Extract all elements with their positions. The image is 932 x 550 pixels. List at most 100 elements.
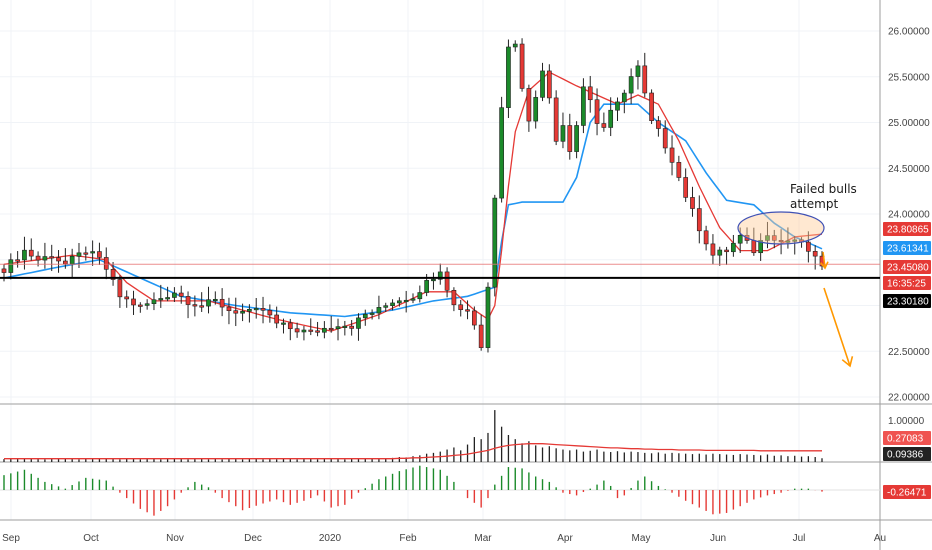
candle	[601, 112, 607, 132]
candle	[287, 318, 293, 341]
candle-body	[308, 329, 314, 332]
candle	[219, 288, 225, 317]
candle-body	[131, 298, 136, 306]
candle	[478, 314, 484, 351]
candle-body	[247, 308, 252, 312]
price-badge: 23.30180	[883, 294, 931, 308]
candle-body	[676, 162, 682, 178]
value-badges: 23.80865 23.61341 23.45080 16:35:25 23.30180…	[883, 222, 931, 499]
candle	[628, 68, 634, 105]
svg-text:-0.26471: -0.26471	[887, 488, 927, 499]
candle-body	[158, 298, 164, 301]
candle	[703, 225, 709, 251]
price-tick-label: 22.00000	[888, 393, 930, 404]
candle-body	[15, 259, 20, 262]
candle-body	[553, 97, 559, 142]
price-panel: Failed bulls attempt	[0, 38, 880, 368]
candle	[28, 238, 34, 261]
candle	[301, 325, 307, 341]
candle	[608, 97, 614, 137]
candle-body	[669, 147, 675, 163]
candle-body	[185, 296, 191, 305]
candle-body	[628, 76, 634, 94]
candle-body	[369, 312, 375, 315]
candle-body	[506, 46, 511, 108]
candle-body	[274, 314, 280, 324]
candle-body	[362, 313, 368, 319]
candle-body	[267, 309, 273, 316]
candle	[472, 306, 477, 330]
candles	[1, 38, 825, 353]
candle	[806, 231, 811, 263]
price-tick-label: 25.00000	[888, 118, 930, 129]
candle	[437, 263, 443, 285]
price-tick-label: 24.00000	[888, 210, 930, 221]
candle-body	[322, 327, 327, 333]
candle	[758, 233, 763, 261]
candle	[1, 264, 7, 282]
candle-body	[212, 298, 218, 302]
candle-body	[165, 297, 170, 300]
candle-body	[465, 309, 470, 312]
candle-body	[635, 65, 641, 77]
candle	[506, 39, 511, 119]
candle	[69, 248, 75, 278]
candle	[369, 309, 375, 320]
candle-body	[710, 243, 716, 256]
annotation: Failed bulls attempt	[790, 182, 857, 211]
candle	[212, 291, 218, 305]
candle	[717, 246, 723, 266]
candle	[771, 229, 777, 249]
candle	[594, 88, 600, 136]
candle	[792, 235, 798, 255]
candle	[581, 78, 586, 134]
candle	[199, 292, 205, 312]
candle	[731, 234, 736, 257]
candle	[669, 135, 675, 176]
candle	[376, 295, 382, 320]
candle-body	[737, 234, 743, 244]
candle	[151, 292, 157, 311]
candle-body	[22, 249, 27, 261]
candle-body	[621, 92, 627, 103]
candle	[662, 120, 668, 154]
candle-body	[472, 310, 477, 326]
candle-body	[806, 241, 811, 252]
time-tick-label: Jun	[710, 533, 726, 544]
candle-body	[253, 308, 259, 311]
candle-body	[178, 292, 184, 297]
candle	[410, 293, 416, 304]
arrow	[823, 287, 854, 368]
candle-body	[444, 271, 450, 291]
candle	[383, 302, 389, 313]
candle-body	[281, 322, 286, 325]
candle	[315, 321, 320, 337]
candle-body	[696, 208, 702, 232]
candle-body	[751, 240, 757, 254]
candle	[710, 234, 716, 265]
price-tick-label: 26.00000	[888, 27, 930, 38]
price-tick-label: 25.50000	[888, 72, 930, 83]
candle	[458, 299, 464, 317]
candle-body	[199, 305, 205, 308]
candle	[615, 97, 620, 122]
candle	[131, 290, 136, 315]
candle-body	[117, 279, 123, 298]
candle-body	[219, 298, 225, 308]
candle-body	[608, 109, 614, 128]
candle	[785, 227, 791, 249]
candle-body	[533, 97, 539, 122]
time-tick-label: Jul	[793, 533, 806, 544]
candle-body	[110, 269, 116, 280]
candle	[553, 90, 559, 146]
candle	[567, 113, 573, 160]
candle	[519, 38, 525, 92]
candle	[15, 251, 20, 268]
candle	[451, 287, 457, 312]
candle	[274, 306, 280, 329]
candle-body	[56, 257, 61, 262]
candle-body	[717, 249, 723, 256]
candle-body	[615, 101, 620, 111]
